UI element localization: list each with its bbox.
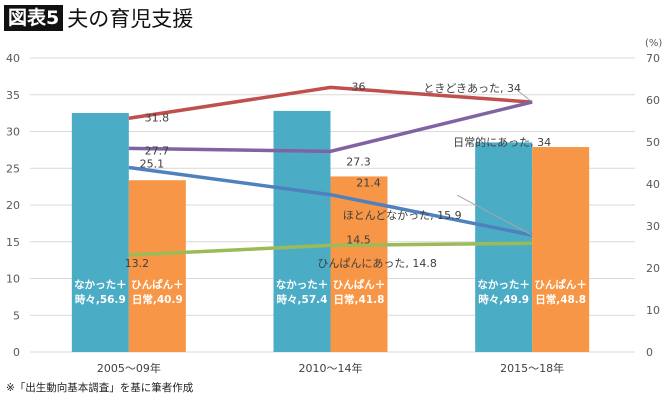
right-tick-label: 70: [646, 52, 660, 65]
right-axis-unit: (%): [645, 38, 662, 49]
leader-line: [516, 89, 533, 103]
figure-number: 図表5: [4, 5, 64, 31]
bar-data-label: なかった＋: [74, 279, 127, 291]
bar-data-label: ひんぱん＋: [333, 278, 386, 291]
bar-hinpan: [128, 180, 186, 352]
bar-nakatta: [475, 142, 533, 352]
figure-heading: 夫の育児支援: [67, 7, 194, 31]
line-series: [128, 85, 533, 120]
left-tick-label: 35: [6, 89, 20, 102]
line-series: [128, 241, 533, 257]
left-tick-label: 10: [6, 273, 20, 286]
leader-line: [456, 194, 533, 236]
left-tick-label: 20: [6, 199, 20, 212]
bar-data-label: ひんぱん＋: [131, 278, 184, 291]
bar-data-label: なかった＋: [276, 279, 329, 291]
bar-data-label: 日常,48.8: [535, 293, 586, 306]
right-tick-label: 40: [646, 178, 660, 191]
line-data-label: ほとんどなかった, 15.9: [343, 209, 462, 222]
line-data-label: 14.5: [346, 233, 371, 246]
bar-data-label: なかった＋: [477, 279, 530, 291]
x-tick-label: 2005～09年: [97, 361, 161, 375]
bar-data-label: 時々,56.9: [75, 293, 126, 306]
left-tick-label: 0: [13, 346, 20, 359]
left-tick-label: 5: [13, 309, 20, 322]
line-data-label: 日常的にあった, 34: [453, 135, 551, 149]
line-data-label: 25.1: [140, 158, 165, 171]
line-data-label: ひんぱんにあった, 14.8: [317, 257, 437, 270]
line-data-label: 27.7: [145, 144, 170, 157]
line-data-label: 21.4: [356, 177, 381, 190]
bar-nakatta: [71, 113, 129, 353]
bar-data-label: 日常,40.9: [132, 293, 183, 306]
line-data-label: 27.3: [346, 155, 371, 168]
x-tick-label: 2015～18年: [500, 361, 564, 375]
right-tick-label: 10: [646, 304, 660, 317]
left-tick-label: 15: [6, 236, 20, 249]
right-tick-label: 20: [646, 262, 660, 275]
left-tick-label: 40: [6, 52, 20, 65]
bar-data-label: 時々,57.4: [277, 293, 328, 306]
bar-hinpan: [532, 147, 590, 352]
right-tick-label: 30: [646, 220, 660, 233]
right-tick-label: 60: [646, 94, 660, 107]
bar-data-label: ひんぱん＋: [534, 278, 587, 291]
line-data-label: 36: [352, 80, 366, 93]
line-data-label: 13.2: [125, 257, 150, 270]
left-tick-label: 25: [6, 162, 20, 175]
figure-title: 図表5 夫の育児支援: [4, 4, 193, 32]
right-tick-label: 50: [646, 136, 660, 149]
left-tick-label: 30: [6, 126, 20, 139]
x-tick-label: 2010～14年: [299, 361, 363, 375]
line-series: [128, 165, 533, 237]
right-tick-label: 0: [646, 346, 653, 359]
bar-nakatta: [273, 110, 331, 352]
footnote: ※「出生動向基本調査」を基に筆者作成: [6, 382, 194, 394]
line-data-label: 31.8: [145, 111, 170, 124]
bar-data-label: 時々,49.9: [478, 293, 529, 306]
line-series: [128, 100, 533, 154]
bar-data-label: 日常,41.8: [334, 293, 385, 306]
line-data-label: ときどきあった, 34: [423, 82, 521, 95]
